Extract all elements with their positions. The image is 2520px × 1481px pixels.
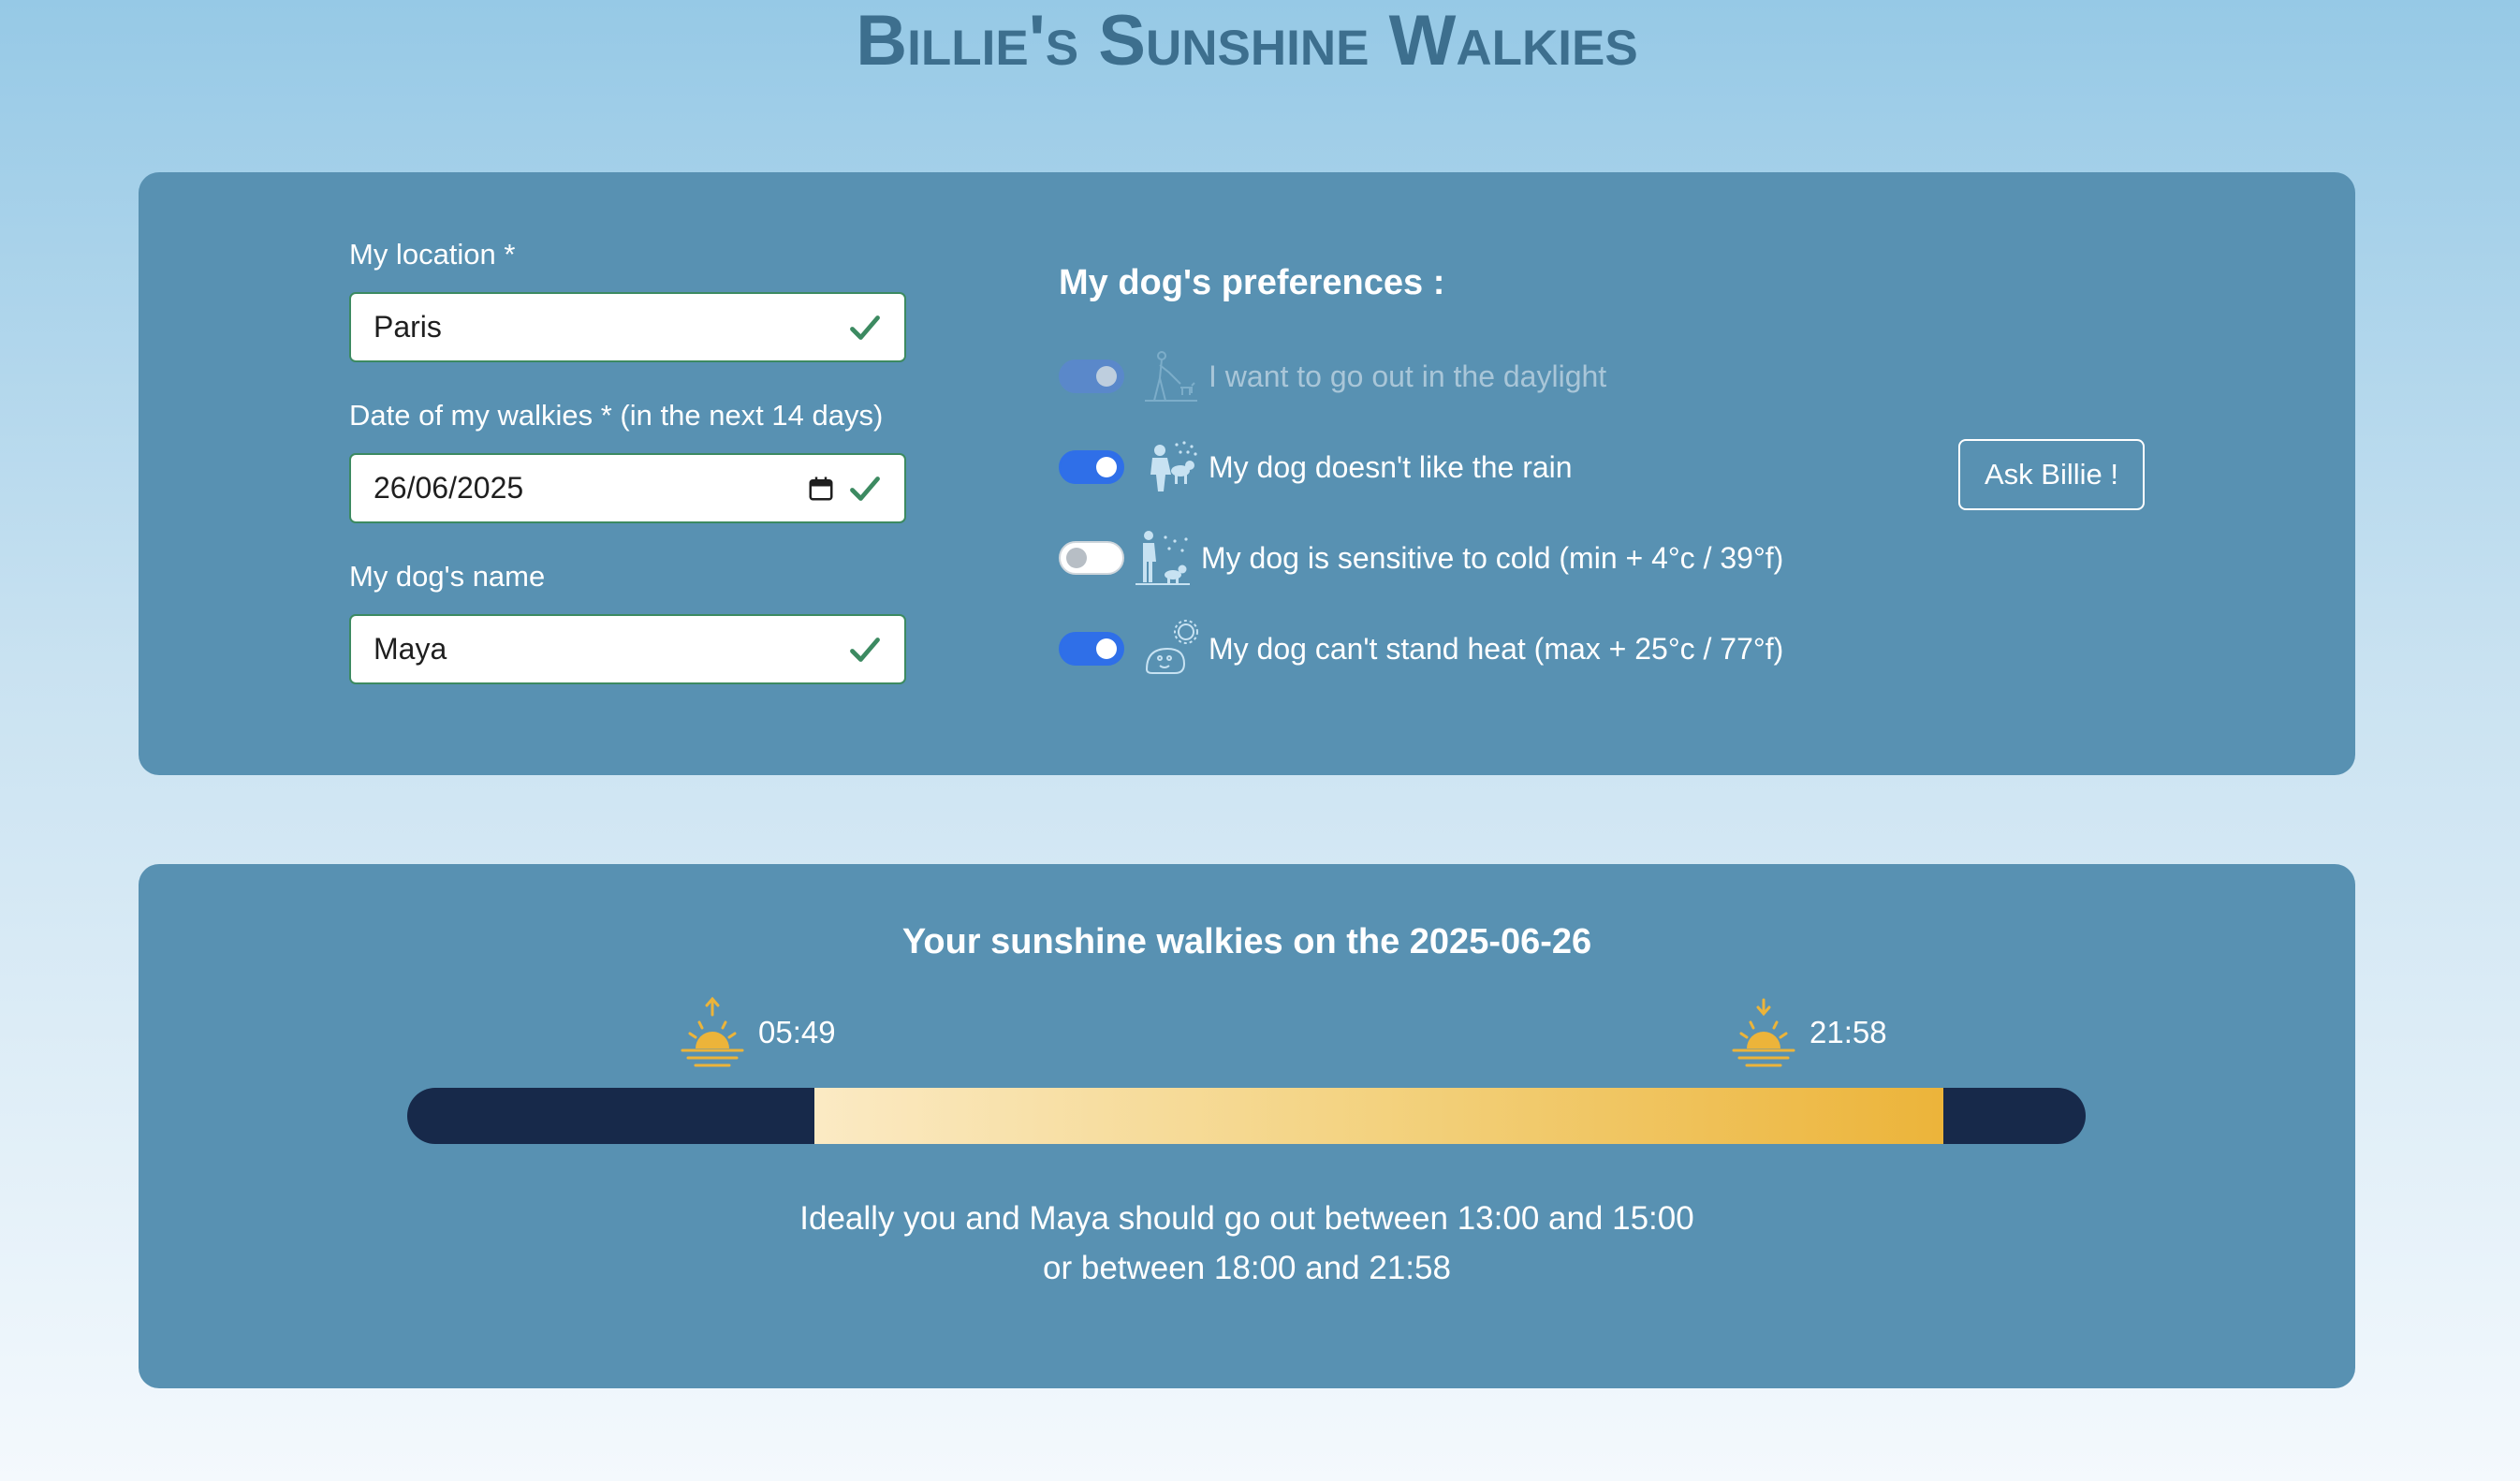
sunset-icon (1732, 998, 1795, 1067)
dog-heat-icon (1145, 620, 1198, 674)
location-value: Paris (374, 310, 442, 344)
preferences-title: My dog's preferences : (1059, 263, 1445, 302)
daylight-segment (813, 1088, 1944, 1144)
pref-daylight-label: I want to go out in the daylight (1209, 359, 1607, 393)
pref-heat-label: My dog can't stand heat (max + 25°c / 77… (1209, 631, 1784, 666)
daylight-timeline-bar (407, 1088, 2086, 1144)
dog-name-label: My dog's name (349, 560, 546, 593)
advice-line-2: or between 18:00 and 21:58 (1043, 1250, 1451, 1286)
advice-line-1: Ideally you and Maya should go out betwe… (799, 1200, 1694, 1237)
daylight-toggle (1059, 359, 1124, 393)
person-walking-dog-icon (1145, 351, 1197, 402)
pref-daylight: I want to go out in the daylight (1059, 346, 1606, 406)
pref-rain: My dog doesn't like the rain (1059, 437, 1573, 497)
result-panel: Your sunshine walkies on the 2025-06-26 … (139, 864, 2355, 1388)
sunrise-time: 05:49 (758, 1015, 836, 1049)
form-panel: My location * Paris Date of my walkies *… (139, 172, 2355, 775)
rain-toggle[interactable] (1059, 450, 1124, 484)
check-icon (850, 476, 880, 501)
walk-advice: Ideally you and Maya should go out betwe… (139, 1194, 2355, 1293)
heat-toggle[interactable] (1059, 632, 1124, 666)
calendar-icon[interactable] (807, 475, 835, 503)
check-icon (850, 315, 880, 340)
ask-billie-button[interactable]: Ask Billie ! (1958, 439, 2145, 510)
dog-name-value: Maya (374, 632, 447, 666)
pref-cold-label: My dog is sensitive to cold (min + 4°c /… (1201, 540, 1784, 575)
result-title: Your sunshine walkies on the 2025-06-26 (901, 922, 1592, 961)
location-label: My location * (349, 238, 516, 271)
dog-rain-icon (1150, 441, 1197, 491)
dog-name-input[interactable]: Maya (349, 614, 906, 684)
dog-cold-icon (1135, 531, 1190, 585)
check-icon (850, 637, 880, 662)
date-label: Date of my walkies * (in the next 14 day… (349, 399, 884, 432)
sunrise-icon (681, 996, 744, 1067)
sunset-time: 21:58 (1809, 1015, 1887, 1049)
location-input[interactable]: Paris (349, 292, 906, 362)
date-value: 26/06/2025 (374, 471, 524, 505)
pref-cold: My dog is sensitive to cold (min + 4°c /… (1059, 528, 1783, 588)
pref-heat: My dog can't stand heat (max + 25°c / 77… (1059, 619, 1783, 679)
date-input[interactable]: 26/06/2025 (349, 453, 906, 523)
cold-toggle[interactable] (1059, 541, 1124, 575)
pref-rain-label: My dog doesn't like the rain (1209, 449, 1573, 484)
app-title: Billie's Sunshine Walkies (856, 1, 1638, 81)
